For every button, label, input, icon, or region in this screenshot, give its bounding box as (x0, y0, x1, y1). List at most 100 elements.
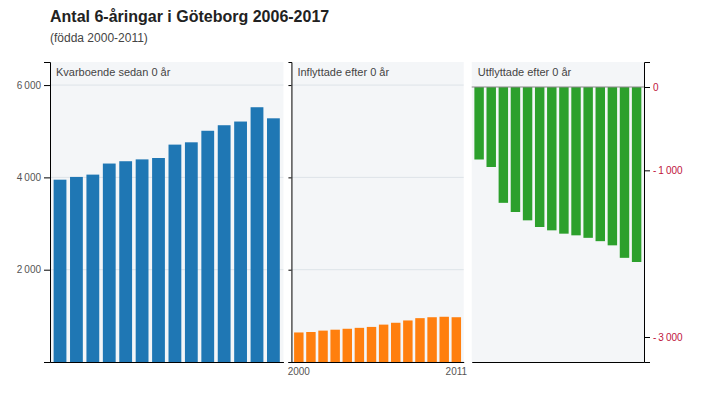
bar (620, 87, 629, 258)
tick-label: 2 000 (17, 264, 42, 275)
tick-mark (288, 362, 291, 363)
panel-label: Utflyttade efter 0 år (478, 66, 572, 78)
bar (234, 122, 247, 362)
bars (474, 87, 641, 262)
axis-line (44, 63, 51, 363)
bar (343, 329, 352, 362)
tick-mark (644, 337, 650, 338)
bar (355, 328, 364, 362)
tick-mark (44, 270, 50, 271)
bar (169, 145, 182, 362)
grid (291, 85, 463, 362)
grid-line (50, 177, 283, 178)
y-axis: 2 000 4 000 6 000 (17, 63, 51, 363)
axis-line (292, 362, 464, 363)
y-tick: 4 000 (17, 172, 50, 183)
bar (367, 327, 376, 362)
x-axis (472, 362, 644, 364)
tick-label: 2011 (446, 366, 468, 377)
grid-line (291, 362, 463, 363)
bar (103, 164, 116, 362)
bar (294, 332, 303, 362)
y-tick (288, 362, 291, 363)
grid-line (50, 269, 283, 270)
axis-line (51, 362, 284, 363)
bar (251, 107, 264, 362)
bar (391, 323, 400, 362)
bar (499, 87, 508, 203)
x-axis: 2000 2011 (288, 362, 468, 377)
tick-label: - 1 000 (653, 165, 683, 176)
plot-background (291, 62, 463, 362)
bar (511, 87, 520, 212)
bar (86, 175, 99, 362)
grid (50, 85, 283, 270)
bar (583, 87, 592, 238)
y-tick: 2 000 (17, 264, 50, 275)
title: Antal 6-åringar i Göteborg 2006-2017 (50, 8, 329, 25)
bar (415, 318, 424, 362)
tick-label: 4 000 (17, 172, 42, 183)
bar (559, 87, 568, 234)
chart: Antal 6-åringar i Göteborg 2006-2017 (föd… (0, 0, 704, 399)
plot-background (50, 62, 283, 362)
bar (474, 87, 483, 160)
y-tick: - 1 000 (644, 165, 683, 176)
tick-mark (288, 270, 291, 271)
tick-label: 0 (653, 82, 659, 93)
x-tick: 2011 (446, 362, 468, 377)
y-axis (288, 63, 292, 363)
bar (330, 330, 339, 362)
tick-label: 2000 (288, 366, 311, 377)
bar (486, 87, 495, 167)
bar (523, 87, 532, 220)
panel-label: Kvarboende sedan 0 år (56, 66, 171, 78)
y-tick: - 3 000 (644, 332, 683, 343)
bars (54, 107, 280, 362)
bar (547, 87, 556, 230)
tick-mark (644, 87, 650, 88)
bar (439, 317, 448, 362)
bar (152, 158, 165, 362)
panel: 20002011Inflyttade efter 0 år (288, 62, 468, 377)
panel: 2 000 4 000 6 000 Kvarboende sedan 0 år (17, 62, 284, 363)
bar (571, 87, 580, 235)
tick-mark (288, 85, 291, 86)
axis-line (472, 362, 644, 363)
bar (632, 87, 641, 262)
y-tick (288, 177, 291, 178)
bar (452, 317, 461, 362)
y-axis: 0 - 1 000 - 3 000 (644, 63, 683, 363)
bar (318, 331, 327, 362)
bar (596, 87, 605, 241)
panel: 0 - 1 000 - 3 000 Utflyttade efter 0 år (472, 62, 683, 363)
bar (201, 131, 214, 362)
grid-line (291, 85, 463, 86)
grid-line (50, 85, 283, 86)
x-tick: 2000 (288, 362, 311, 377)
tick-mark (288, 177, 291, 178)
bar (608, 87, 617, 245)
bar (119, 161, 132, 362)
bar (427, 317, 436, 362)
zero-line (472, 87, 644, 88)
axis-line (288, 63, 292, 363)
grid-line (291, 269, 463, 270)
bars (294, 317, 461, 362)
bar (136, 159, 149, 362)
y-tick (288, 270, 291, 271)
y-tick (288, 85, 291, 86)
bar (535, 87, 544, 227)
axis-line (645, 63, 651, 363)
x-axis (51, 362, 284, 364)
grid-line (291, 177, 463, 178)
y-tick: 0 (644, 82, 659, 93)
tick-label: - 3 000 (653, 332, 683, 343)
subtitle: (födda 2000-2011) (50, 31, 148, 45)
bar (379, 325, 388, 362)
y-tick: 6 000 (17, 80, 50, 91)
bar (403, 320, 412, 362)
plot-background (472, 62, 644, 362)
tick-mark (44, 177, 50, 178)
bar (306, 332, 315, 362)
